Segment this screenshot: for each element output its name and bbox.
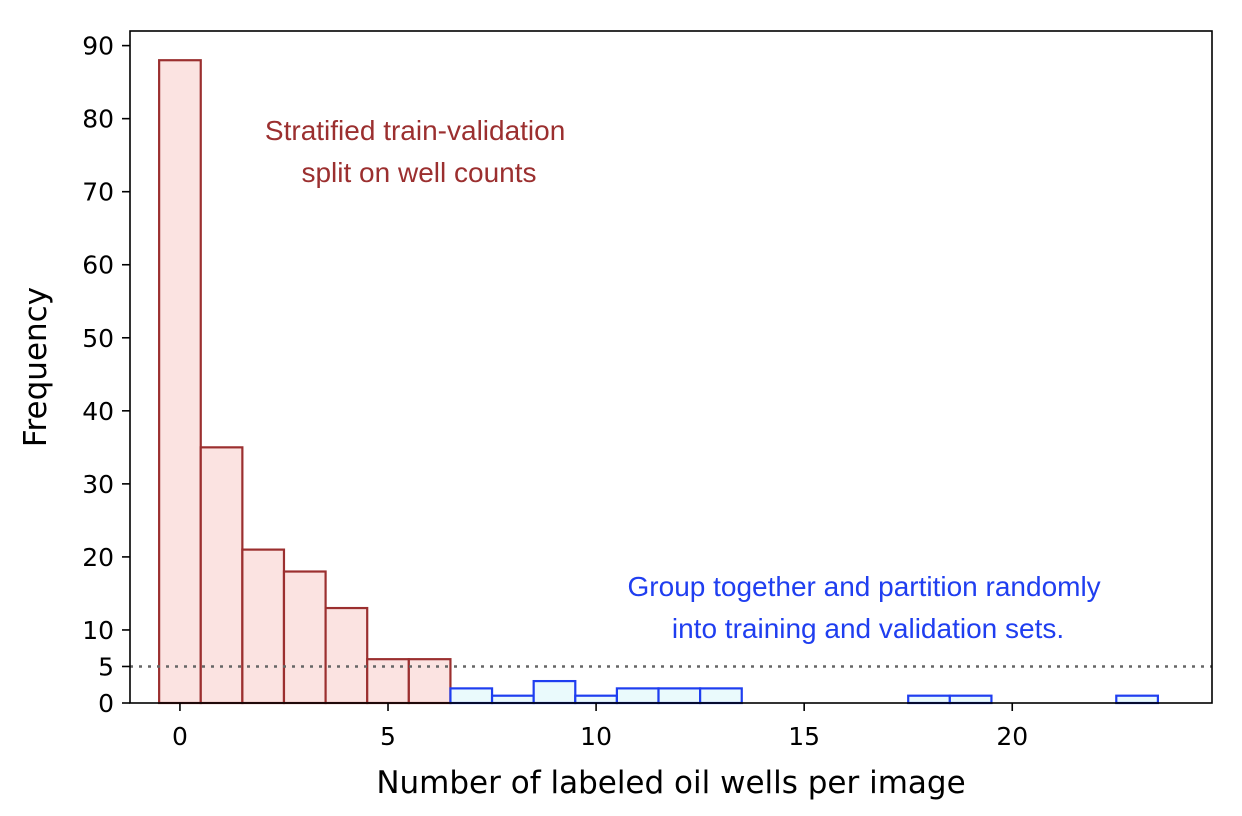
x-tick-label-0: 0 <box>172 722 188 751</box>
y-tick-label-50: 50 <box>82 324 114 353</box>
bar-stratified-4 <box>324 606 369 705</box>
bar-stratified-2 <box>241 548 286 705</box>
y-tick-label-40: 40 <box>82 397 114 426</box>
bar-stratified-1 <box>199 446 244 705</box>
bar-grouped-19 <box>948 694 993 705</box>
x-axis-label: Number of labeled oil wells per image <box>376 765 965 801</box>
bar-grouped-8 <box>490 694 535 705</box>
bar-grouped-7 <box>449 687 494 705</box>
bars-layer <box>158 59 1160 705</box>
plot-frame <box>129 30 1213 704</box>
bar-grouped-23 <box>1115 694 1160 705</box>
bar-grouped-10 <box>574 694 618 705</box>
y-tick-label-10: 10 <box>82 616 114 645</box>
stratified-annotation: Stratified train-validation split on wel… <box>265 115 573 188</box>
bar-grouped-12 <box>657 687 702 705</box>
bar-grouped-9 <box>532 679 577 705</box>
grouped-annotation-line-2: into training and validation sets. <box>672 613 1064 644</box>
x-axis-ticks: 0 5 10 15 20 <box>172 703 1028 751</box>
y-tick-label-5: 5 <box>98 652 114 681</box>
grouped-annotation-line-1: Group together and partition randomly <box>628 571 1101 602</box>
y-tick-label-90: 90 <box>82 32 114 61</box>
y-tick-label-70: 70 <box>82 178 114 207</box>
y-axis-label: Frequency <box>18 287 54 447</box>
bar-grouped-11 <box>615 687 660 705</box>
y-tick-label-60: 60 <box>82 251 114 280</box>
bar-stratified-3 <box>282 570 327 705</box>
x-tick-label-20: 20 <box>996 722 1028 751</box>
y-tick-label-30: 30 <box>82 470 114 499</box>
stratified-annotation-line-1: Stratified train-validation <box>265 115 565 146</box>
grouped-annotation: Group together and partition randomly in… <box>628 571 1109 644</box>
stratified-annotation-line-2: split on well counts <box>301 157 536 188</box>
bar-grouped-18 <box>907 694 951 705</box>
x-tick-label-5: 5 <box>380 722 396 751</box>
x-tick-label-15: 15 <box>788 722 820 751</box>
bar-grouped-13 <box>699 687 743 705</box>
y-axis-ticks: 0 5 10 20 30 40 50 60 70 80 90 <box>82 32 130 718</box>
y-tick-label-0: 0 <box>98 689 114 718</box>
x-tick-label-10: 10 <box>580 722 612 751</box>
y-tick-label-20: 20 <box>82 543 114 572</box>
bar-stratified-0 <box>158 59 202 705</box>
y-tick-label-80: 80 <box>82 105 114 134</box>
